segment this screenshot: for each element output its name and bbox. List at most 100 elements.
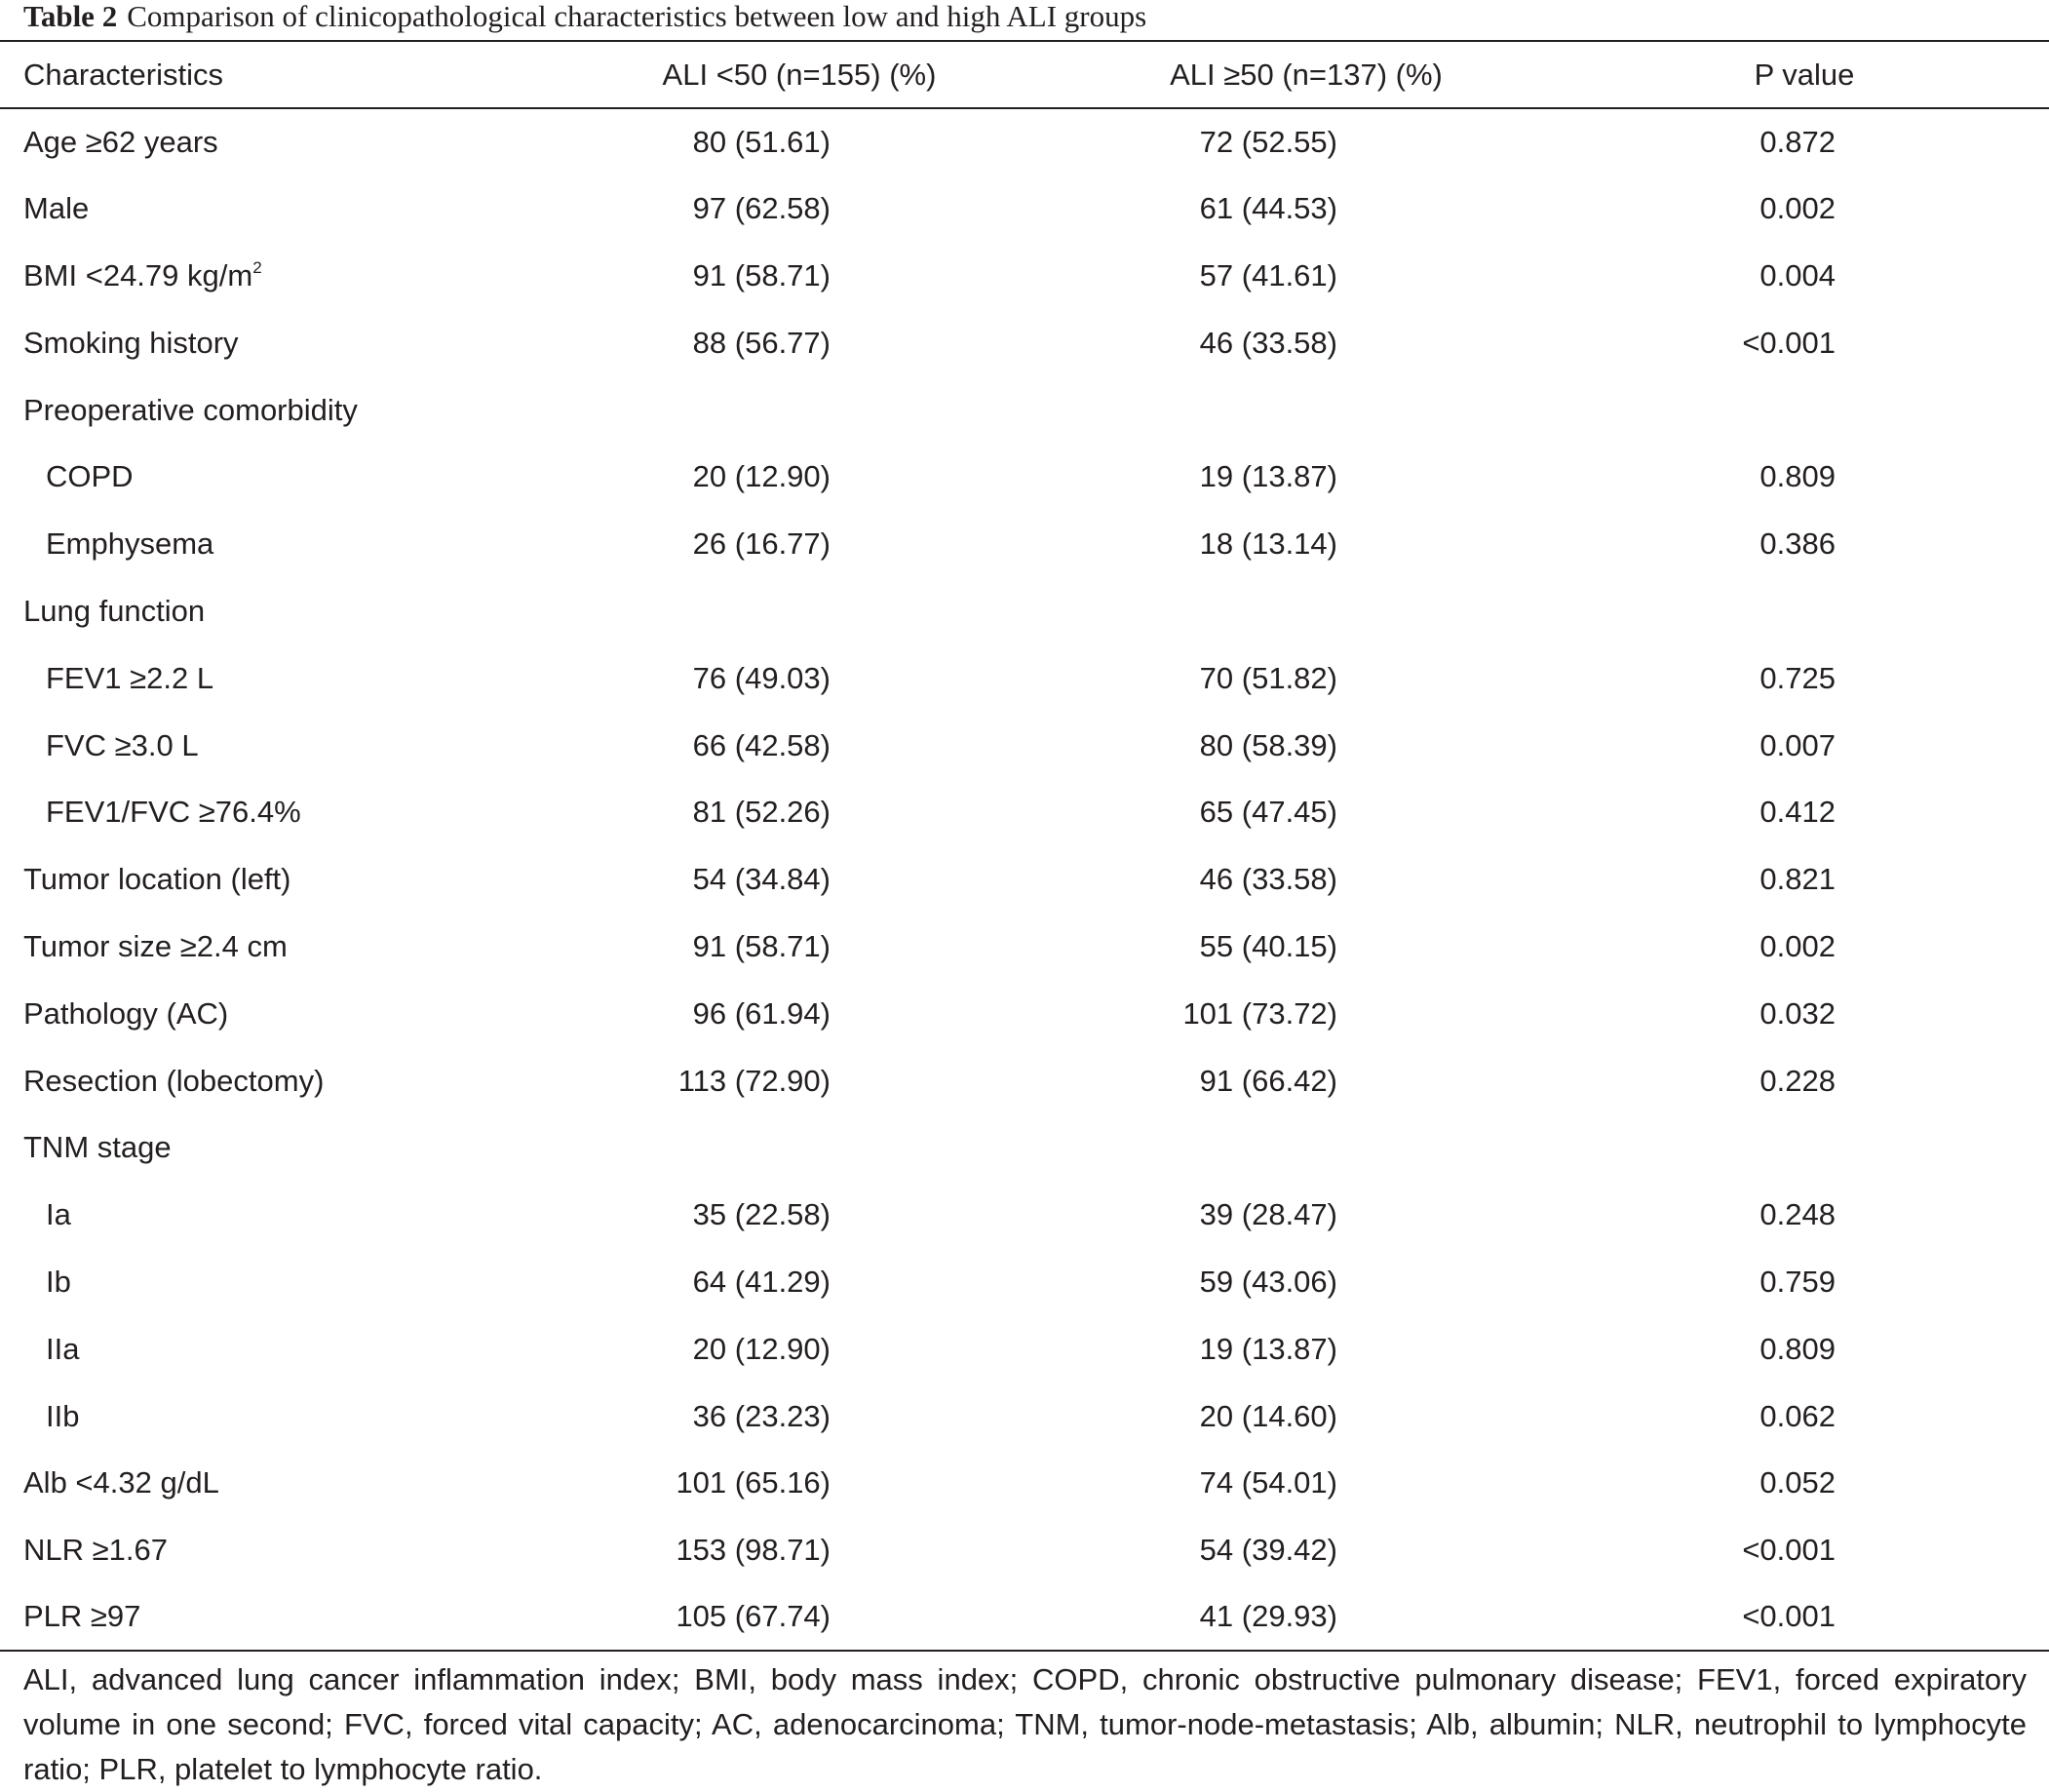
cell-ali-low: 91 (58.71) bbox=[692, 928, 831, 963]
cell-ali-low: 35 (22.58) bbox=[692, 1197, 831, 1232]
table-row: Emphysema 26 (16.77) 18 (13.14) 0.386 bbox=[0, 511, 2049, 578]
row-label-text: FVC ≥3.0 L bbox=[46, 727, 199, 762]
cell-ali-high: 91 (66.42) bbox=[1199, 1063, 1337, 1098]
row-label: TNM stage bbox=[0, 1114, 546, 1182]
cell-p-value: <0.001 bbox=[1742, 325, 1836, 360]
row-label: Male bbox=[0, 175, 546, 243]
row-label-text: FEV1/FVC ≥76.4% bbox=[46, 795, 301, 830]
cell-ali-low: 101 (65.16) bbox=[676, 1465, 831, 1500]
table-row: Preoperative comorbidity bbox=[0, 376, 2049, 444]
cell-p-value: <0.001 bbox=[1742, 1533, 1836, 1568]
cell-p-value: 0.052 bbox=[1759, 1465, 1836, 1500]
cell-ali-low: 20 (12.90) bbox=[692, 1331, 831, 1366]
cell-ali-high: 80 (58.39) bbox=[1199, 727, 1337, 762]
characteristics-table: Characteristics ALI <50 (n=155) (%) ALI … bbox=[0, 40, 2049, 1653]
table-header-row: Characteristics ALI <50 (n=155) (%) ALI … bbox=[0, 40, 2049, 109]
row-label: FVC ≥3.0 L bbox=[0, 712, 546, 779]
table-row: NLR ≥1.67 153 (98.71) 54 (39.42) <0.001 bbox=[0, 1517, 2049, 1584]
row-label-text: Resection (lobectomy) bbox=[23, 1063, 325, 1098]
table-body: Age ≥62 years 80 (51.61) 72 (52.55) 0.872 Ma… bbox=[0, 108, 2049, 1653]
row-label-text: Tumor size ≥2.4 cm bbox=[23, 928, 288, 963]
row-label: BMI <24.79 kg/m2 bbox=[0, 243, 546, 310]
table-row: FVC ≥3.0 L 66 (42.58) 80 (58.39) 0.007 bbox=[0, 712, 2049, 779]
cell-ali-high: 55 (40.15) bbox=[1199, 928, 1337, 963]
cell-p-value: 0.759 bbox=[1759, 1264, 1836, 1299]
cell-ali-high: 59 (43.06) bbox=[1199, 1264, 1337, 1299]
table-row: Age ≥62 years 80 (51.61) 72 (52.55) 0.872 bbox=[0, 108, 2049, 175]
row-label: FEV1/FVC ≥76.4% bbox=[0, 779, 546, 846]
row-label: COPD bbox=[0, 444, 546, 511]
cell-p-value: 0.032 bbox=[1759, 995, 1836, 1031]
cell-ali-low: 91 (58.71) bbox=[692, 257, 831, 292]
table-row: Alb <4.32 g/dL 101 (65.16) 74 (54.01) 0.052 bbox=[0, 1450, 2049, 1517]
row-label-text: BMI <24.79 kg/m bbox=[23, 257, 253, 292]
cell-ali-high: 61 (44.53) bbox=[1199, 191, 1337, 226]
row-label-text: Alb <4.32 g/dL bbox=[23, 1465, 219, 1500]
column-header-p-value: P value bbox=[1560, 40, 2049, 109]
row-label-text: IIb bbox=[46, 1398, 80, 1433]
table-caption-text: Comparison of clinicopathological charac… bbox=[127, 0, 1147, 33]
table-row: Male 97 (62.58) 61 (44.53) 0.002 bbox=[0, 175, 2049, 243]
cell-p-value bbox=[1560, 376, 2049, 444]
cell-ali-high: 57 (41.61) bbox=[1199, 257, 1337, 292]
cell-p-value: 0.872 bbox=[1759, 124, 1836, 159]
cell-ali-low: 20 (12.90) bbox=[692, 459, 831, 494]
row-label-text: COPD bbox=[46, 459, 134, 494]
cell-ali-low: 97 (62.58) bbox=[692, 191, 831, 226]
row-label: Preoperative comorbidity bbox=[0, 376, 546, 444]
cell-ali-high: 19 (13.87) bbox=[1199, 459, 1337, 494]
table-row: Smoking history 88 (56.77) 46 (33.58) <0.00… bbox=[0, 309, 2049, 376]
table-row: Ia 35 (22.58) 39 (28.47) 0.248 bbox=[0, 1182, 2049, 1249]
row-label: Lung function bbox=[0, 578, 546, 645]
cell-p-value: 0.809 bbox=[1759, 1331, 1836, 1366]
row-label-text: FEV1 ≥2.2 L bbox=[46, 660, 214, 695]
cell-ali-low bbox=[546, 1114, 1053, 1182]
row-label: Tumor location (left) bbox=[0, 846, 546, 914]
row-label: Emphysema bbox=[0, 511, 546, 578]
cell-ali-low: 81 (52.26) bbox=[692, 795, 831, 830]
row-label: IIa bbox=[0, 1315, 546, 1383]
cell-p-value: 0.007 bbox=[1759, 727, 1836, 762]
cell-ali-high: 65 (47.45) bbox=[1199, 795, 1337, 830]
row-label-text: Tumor location (left) bbox=[23, 862, 291, 897]
cell-p-value: 0.725 bbox=[1759, 660, 1836, 695]
cell-ali-high bbox=[1053, 578, 1560, 645]
cell-ali-high: 54 (39.42) bbox=[1199, 1533, 1337, 1568]
cell-p-value: 0.002 bbox=[1759, 928, 1836, 963]
table-row: Tumor size ≥2.4 cm 91 (58.71) 55 (40.15) 0.… bbox=[0, 914, 2049, 981]
row-label-text: Age ≥62 years bbox=[23, 124, 218, 159]
row-label: Smoking history bbox=[0, 309, 546, 376]
table-row: COPD 20 (12.90) 19 (13.87) 0.809 bbox=[0, 444, 2049, 511]
cell-p-value bbox=[1560, 1114, 2049, 1182]
cell-ali-high: 70 (51.82) bbox=[1199, 660, 1337, 695]
row-label: NLR ≥1.67 bbox=[0, 1517, 546, 1584]
table-caption-label: Table 2 bbox=[23, 0, 118, 33]
cell-p-value: 0.809 bbox=[1759, 459, 1836, 494]
cell-ali-low: 76 (49.03) bbox=[692, 660, 831, 695]
table-row: Pathology (AC) 96 (61.94) 101 (73.72) 0.032 bbox=[0, 980, 2049, 1047]
column-header-characteristics: Characteristics bbox=[0, 40, 546, 109]
table-footnote: ALI, advanced lung cancer inflammation i… bbox=[23, 1662, 2027, 1786]
row-label: Ib bbox=[0, 1249, 546, 1316]
cell-ali-low: 105 (67.74) bbox=[546, 1583, 1053, 1653]
table-row: PLR ≥97 105 (67.74) 41 (29.93) <0.001 bbox=[0, 1583, 2049, 1653]
cell-ali-high: 46 (33.58) bbox=[1199, 862, 1337, 897]
cell-ali-low: 153 (98.71) bbox=[676, 1533, 831, 1568]
cell-ali-low: 96 (61.94) bbox=[692, 995, 831, 1031]
cell-ali-low: 88 (56.77) bbox=[692, 325, 831, 360]
row-label: Tumor size ≥2.4 cm bbox=[0, 914, 546, 981]
row-label-text: IIa bbox=[46, 1331, 80, 1366]
column-header-ali-low: ALI <50 (n=155) (%) bbox=[546, 40, 1053, 109]
row-label-text: Lung function bbox=[23, 593, 206, 628]
row-label-text: Ia bbox=[46, 1197, 71, 1232]
cell-ali-low: 36 (23.23) bbox=[692, 1398, 831, 1433]
cell-p-value: 0.248 bbox=[1759, 1197, 1836, 1232]
row-label: Pathology (AC) bbox=[0, 980, 546, 1047]
table-row: IIa 20 (12.90) 19 (13.87) 0.809 bbox=[0, 1315, 2049, 1383]
row-label-text: Preoperative comorbidity bbox=[23, 392, 358, 427]
cell-ali-high: 46 (33.58) bbox=[1199, 325, 1337, 360]
table-row: Resection (lobectomy) 113 (72.90) 91 (66.4… bbox=[0, 1047, 2049, 1114]
cell-ali-high: 19 (13.87) bbox=[1199, 1331, 1337, 1366]
cell-p-value: 0.412 bbox=[1759, 795, 1836, 830]
